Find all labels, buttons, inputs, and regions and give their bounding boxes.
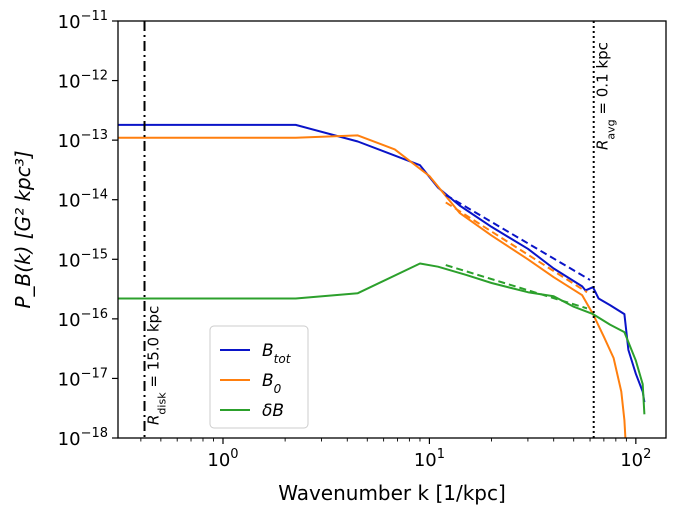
fit-line-b-tot <box>445 194 591 281</box>
legend-label-delta-b: δB <box>262 401 284 421</box>
fit-line-b-0 <box>445 201 588 294</box>
series-line-delta-b <box>118 262 646 415</box>
x-tick-label: 102 <box>620 447 651 471</box>
fit-line-delta-b <box>445 264 588 310</box>
series-layer <box>118 123 646 438</box>
y-tick-label: 10−15 <box>58 247 108 271</box>
y-tick-label: 10−12 <box>58 69 108 93</box>
x-tick-label: 101 <box>414 447 445 471</box>
y-tick-label: 10−11 <box>58 9 108 33</box>
legend-box <box>209 325 309 429</box>
r-disk-label: Rdisk = 15.0 kpc <box>145 306 169 425</box>
reference-lines-layer: Rdisk = 15.0 kpc Ravg = 0.1 kpc <box>143 21 618 438</box>
r-avg-label: Ravg = 0.1 kpc <box>594 42 618 150</box>
y-tick-label: 10−16 <box>58 307 108 331</box>
plot-frame <box>117 20 667 439</box>
axis-ticks-layer: 100 101 102 10−11 10−12 10−13 10−14 10−15 10−16 1… <box>58 9 652 471</box>
series-line-b-0 <box>118 134 627 438</box>
legend: Btot B0 δB <box>209 325 309 429</box>
legend-label-b-0: B0 <box>262 371 282 396</box>
series-line-b-tot <box>118 123 646 403</box>
y-tick-label: 10−17 <box>58 366 108 390</box>
y-tick-label: 10−13 <box>58 128 108 152</box>
y-tick-label: 10−14 <box>58 188 108 212</box>
y-tick-label: 10−18 <box>58 426 108 450</box>
y-axis-label: P_B(k) [G² kpc³] <box>11 150 35 308</box>
legend-label-b-tot: Btot <box>262 341 292 366</box>
fit-lines-layer <box>445 194 591 310</box>
x-axis-label: Wavenumber k [1/kpc] <box>278 481 506 505</box>
x-tick-label: 100 <box>207 447 238 471</box>
